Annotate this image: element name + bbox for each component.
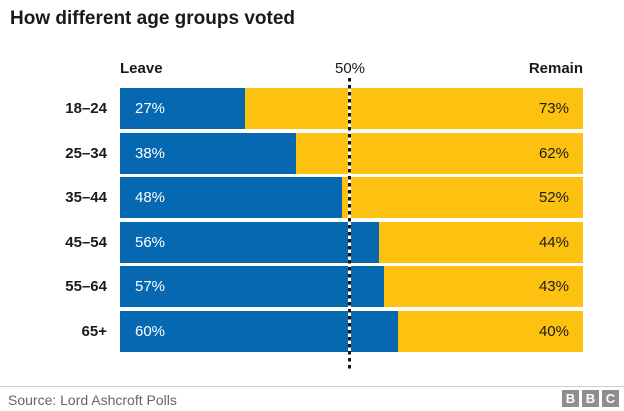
column-headers: Leave 50% Remain	[0, 60, 624, 80]
bar-row: 55–64 57% 43%	[0, 266, 583, 307]
age-group-label: 45–54	[65, 233, 107, 251]
leave-segment: 48%	[120, 177, 343, 218]
stacked-bar: 27% 73%	[120, 88, 583, 129]
leave-segment: 60%	[120, 310, 398, 352]
bar-rows: 18–24 27% 73% 25–34 38% 62% 35–44 48% 52% 45–54 56…	[0, 88, 583, 355]
stacked-bar: 38% 62%	[120, 132, 583, 174]
remain-segment: 43%	[383, 266, 583, 307]
remain-segment: 40%	[397, 310, 583, 352]
fifty-percent-label: 50%	[334, 60, 366, 77]
bar-row: 25–34 38% 62%	[0, 132, 583, 174]
leave-segment: 38%	[120, 132, 296, 174]
bbc-logo-letter: B	[562, 390, 579, 407]
bbc-logo: B B C	[562, 390, 619, 407]
stacked-bar: 56% 44%	[120, 221, 583, 263]
leave-segment: 57%	[120, 266, 384, 307]
age-group-label: 18–24	[65, 100, 107, 117]
footer-divider	[0, 386, 624, 387]
bar-row: 45–54 56% 44%	[0, 221, 583, 263]
age-group-label: 35–44	[65, 189, 107, 206]
bar-row: 35–44 48% 52%	[0, 177, 583, 218]
source-attribution: Source: Lord Ashcroft Polls	[8, 392, 177, 408]
age-group-label: 65+	[81, 322, 107, 340]
remain-column-header: Remain	[528, 60, 583, 77]
bar-row: 65+ 60% 40%	[0, 310, 583, 352]
bbc-logo-letter: C	[602, 390, 619, 407]
leave-segment: 56%	[120, 221, 380, 263]
leave-column-header: Leave	[120, 60, 163, 77]
remain-segment: 44%	[379, 221, 583, 263]
age-group-label: 25–34	[65, 144, 107, 162]
leave-segment: 27%	[120, 88, 245, 129]
stacked-bar: 57% 43%	[120, 266, 583, 307]
stacked-bar: 60% 40%	[120, 310, 583, 352]
bar-row: 18–24 27% 73%	[0, 88, 583, 129]
age-group-label: 55–64	[65, 278, 107, 295]
remain-segment: 73%	[245, 88, 583, 129]
fifty-percent-reference-line	[348, 78, 351, 372]
bbc-logo-letter: B	[582, 390, 599, 407]
remain-segment: 52%	[342, 177, 583, 218]
stacked-bar: 48% 52%	[120, 177, 583, 218]
remain-segment: 62%	[295, 132, 583, 174]
page-title: How different age groups voted	[10, 8, 296, 29]
